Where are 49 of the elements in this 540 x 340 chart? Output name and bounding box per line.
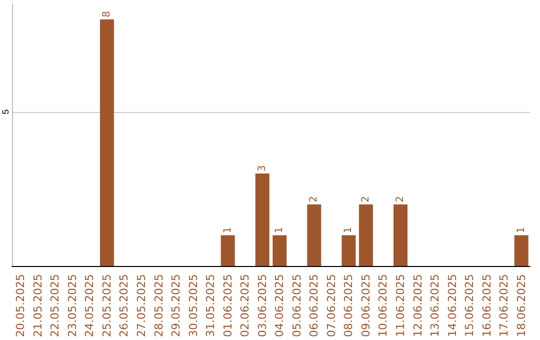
x-tick-label: 05.06.2025 [290, 274, 304, 338]
bar [514, 235, 528, 266]
bar [358, 204, 373, 266]
data-label: 2 [360, 196, 372, 202]
bar [220, 235, 235, 266]
x-tick-label: 21.05.2025 [31, 274, 44, 338]
x-tick-label: 07.06.2025 [324, 274, 338, 338]
x-tick-label: 26.05.2025 [118, 274, 131, 338]
x-tick-label: 13.06.2025 [428, 274, 442, 338]
x-tick-label: 28.05.2025 [152, 274, 166, 338]
x-tick-label: 02.06.2025 [238, 274, 252, 338]
data-label: 1 [343, 226, 354, 234]
x-tick-label: 09.06.2025 [359, 274, 372, 338]
bar [394, 204, 408, 266]
x-tick-label: 15.06.2025 [463, 274, 476, 338]
x-tick-label: 01.06.2025 [221, 274, 234, 338]
x-tick-label: 29.05.2025 [170, 274, 183, 338]
x-tick-label: 25.05.2025 [100, 274, 114, 338]
data-label: 1 [274, 226, 286, 234]
x-tick-label: 16.06.2025 [480, 274, 494, 338]
x-tick-label: 03.06.2025 [256, 274, 269, 338]
data-label: 8 [101, 11, 112, 18]
data-label: 2 [308, 196, 320, 202]
y-tick-label: 5 [0, 109, 10, 114]
x-tick-label: 22.05.2025 [48, 274, 62, 338]
x-tick-label: 08.06.2025 [342, 274, 356, 338]
x-tick-label: 23.05.2025 [66, 274, 79, 338]
x-tick-label: 17.06.2025 [498, 274, 511, 338]
x-tick-label: 20.05.2025 [14, 274, 28, 338]
x-tick-label: 11.06.2025 [394, 274, 407, 338]
x-tick-label: 24.05.2025 [83, 274, 96, 338]
x-tick-label: 14.06.2025 [446, 274, 459, 338]
x-tick-label: 12.06.2025 [411, 274, 424, 338]
x-tick-label: 27.05.2025 [135, 274, 148, 338]
x-tick-label: 06.06.2025 [308, 274, 321, 338]
x-tick-label: 18.06.2025 [514, 274, 528, 338]
bar [307, 204, 322, 266]
bar [272, 235, 287, 266]
x-tick-label: 30.05.2025 [186, 274, 200, 338]
data-label: 3 [256, 165, 268, 172]
bar [255, 174, 270, 266]
bar [342, 235, 356, 266]
x-tick-label: 31.05.2025 [204, 274, 218, 338]
bar [100, 19, 114, 266]
data-label: 2 [395, 196, 406, 202]
x-tick-label: 10.06.2025 [376, 274, 390, 338]
data-label: 1 [516, 226, 527, 234]
data-label: 1 [222, 226, 234, 234]
x-tick-label: 04.06.2025 [273, 274, 286, 338]
